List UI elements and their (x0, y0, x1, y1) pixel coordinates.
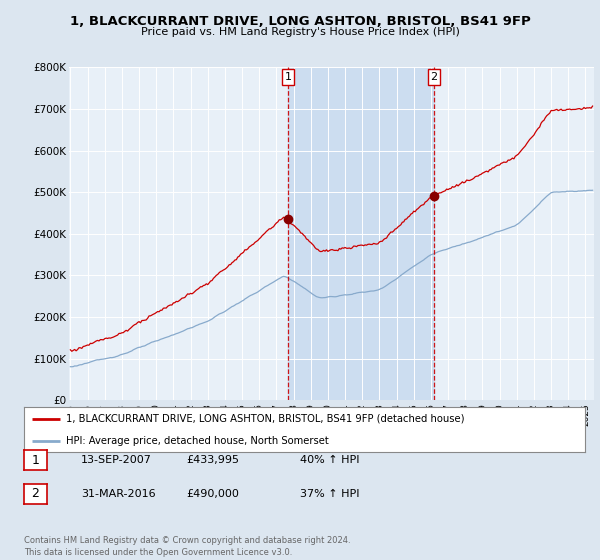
Bar (428, 69, 440, 85)
Bar (282, 69, 294, 85)
Text: 1, BLACKCURRANT DRIVE, LONG ASHTON, BRISTOL, BS41 9FP (detached house): 1, BLACKCURRANT DRIVE, LONG ASHTON, BRIS… (66, 414, 464, 424)
Text: Price paid vs. HM Land Registry's House Price Index (HPI): Price paid vs. HM Land Registry's House … (140, 27, 460, 38)
Bar (288, 67, 434, 400)
Text: 13-SEP-2007: 13-SEP-2007 (81, 455, 152, 465)
Text: 1: 1 (284, 72, 292, 82)
Text: 1: 1 (31, 454, 40, 467)
Text: 2: 2 (31, 487, 40, 501)
Text: 31-MAR-2016: 31-MAR-2016 (81, 489, 155, 499)
Text: 2: 2 (430, 72, 437, 82)
Text: 1, BLACKCURRANT DRIVE, LONG ASHTON, BRISTOL, BS41 9FP: 1, BLACKCURRANT DRIVE, LONG ASHTON, BRIS… (70, 15, 530, 28)
Text: £433,995: £433,995 (186, 455, 239, 465)
Text: 37% ↑ HPI: 37% ↑ HPI (300, 489, 359, 499)
Text: 40% ↑ HPI: 40% ↑ HPI (300, 455, 359, 465)
Text: HPI: Average price, detached house, North Somerset: HPI: Average price, detached house, Nort… (66, 436, 329, 446)
Text: Contains HM Land Registry data © Crown copyright and database right 2024.
This d: Contains HM Land Registry data © Crown c… (24, 536, 350, 557)
Text: £490,000: £490,000 (186, 489, 239, 499)
